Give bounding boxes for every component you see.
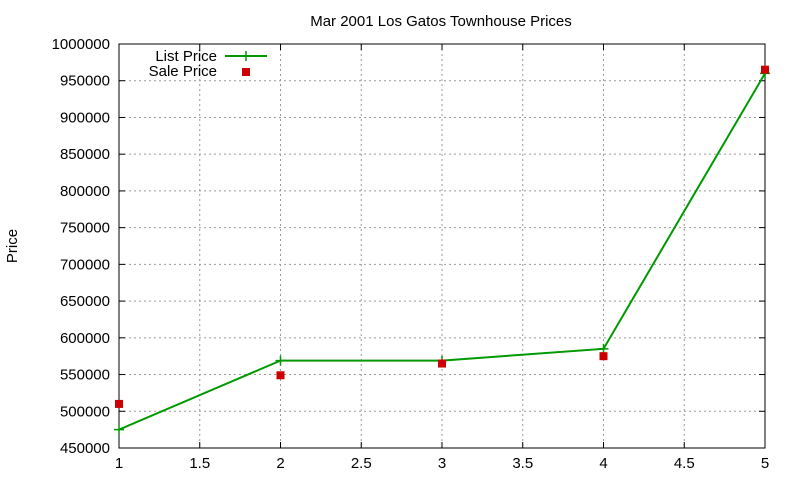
y-tick-label: 600000 [60, 330, 110, 347]
y-tick-label: 700000 [60, 256, 110, 273]
x-tick-label: 2.5 [351, 455, 372, 472]
x-tick-label: 4 [599, 455, 607, 472]
legend-label-sale-price: Sale Price [149, 63, 217, 80]
x-tick-label: 5 [761, 455, 769, 472]
legend-marker-list-price [241, 51, 251, 61]
y-tick-label: 750000 [60, 220, 110, 237]
x-tick-label: 3 [438, 455, 446, 472]
y-tick-label: 650000 [60, 293, 110, 310]
y-tick-label: 1000000 [52, 36, 110, 53]
sale-price-point [115, 399, 123, 408]
chart-title: Mar 2001 Los Gatos Townhouse Prices [310, 13, 572, 30]
y-tick-label: 450000 [60, 440, 110, 457]
y-tick-labels: 450000 500000 550000 600000 650000 700000 7500… [52, 36, 110, 457]
x-tick-label: 1 [115, 455, 123, 472]
list-price-point [275, 355, 286, 366]
y-tick-label: 950000 [60, 73, 110, 90]
y-tick-label: 550000 [60, 367, 110, 384]
x-tick-label: 3.5 [512, 455, 533, 472]
y-tick-label: 900000 [60, 109, 110, 126]
legend-label-list-price: List Price [155, 48, 217, 65]
sale-price-point [438, 359, 446, 368]
y-tick-label: 500000 [60, 403, 110, 420]
legend: List Price Sale Price [149, 48, 267, 80]
sale-price-point [276, 371, 285, 380]
axis-ticks [118, 43, 766, 449]
y-tick-label: 850000 [60, 146, 110, 163]
series-layer [114, 65, 770, 435]
x-tick-label: 2 [276, 455, 284, 472]
sale-price-point [761, 65, 769, 74]
y-axis-label: Price [4, 229, 21, 263]
list-price-point [598, 343, 609, 354]
x-tick-label: 4.5 [674, 455, 695, 472]
list-price-point [114, 424, 124, 435]
x-tick-label: 1.5 [189, 455, 210, 472]
legend-marker-sale-price [242, 68, 250, 76]
x-tick-labels: 1 1.5 2 2.5 3 3.5 4 4.5 5 [115, 455, 769, 472]
sale-price-point [599, 352, 608, 361]
grid [119, 44, 765, 448]
y-tick-label: 800000 [60, 183, 110, 200]
